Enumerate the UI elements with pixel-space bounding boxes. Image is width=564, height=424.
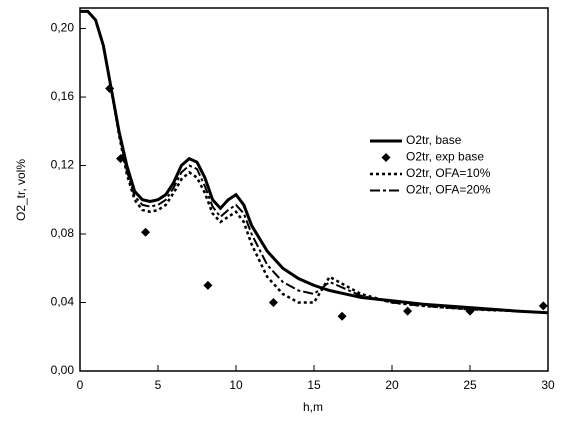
x-tick-label: 10: [229, 378, 243, 392]
legend-label: O2tr, OFA=20%: [406, 183, 491, 197]
y-tick-label: 0,04: [51, 295, 75, 309]
data-point: [203, 280, 213, 290]
x-tick-label: 15: [307, 378, 321, 392]
y-tick-label: 0,20: [51, 21, 75, 35]
x-axis-label: h,m: [303, 400, 323, 414]
legend-label: O2tr, exp base: [406, 150, 484, 164]
series-line: [80, 10, 549, 315]
data-point: [538, 301, 548, 311]
y-axis-label: O2_tr, vol%: [14, 159, 28, 221]
y-tick-label: 0,16: [51, 89, 75, 103]
legend-label: O2tr, OFA=10%: [406, 166, 491, 180]
y-tick-label: 0,08: [51, 226, 75, 240]
legend-swatch: [381, 153, 391, 162]
series-line: [80, 10, 549, 314]
data-point: [337, 311, 347, 321]
data-point: [268, 298, 278, 308]
y-tick-label: 0,00: [51, 363, 75, 377]
x-tick-label: 25: [463, 378, 477, 392]
x-tick-label: 30: [541, 378, 555, 392]
y-tick-label: 0,12: [51, 158, 75, 172]
x-tick-label: 0: [77, 378, 84, 392]
data-point: [403, 306, 413, 316]
data-point: [141, 227, 151, 237]
x-tick-label: 20: [385, 378, 399, 392]
legend-label: O2tr, base: [406, 133, 462, 147]
x-tick-label: 5: [155, 378, 162, 392]
